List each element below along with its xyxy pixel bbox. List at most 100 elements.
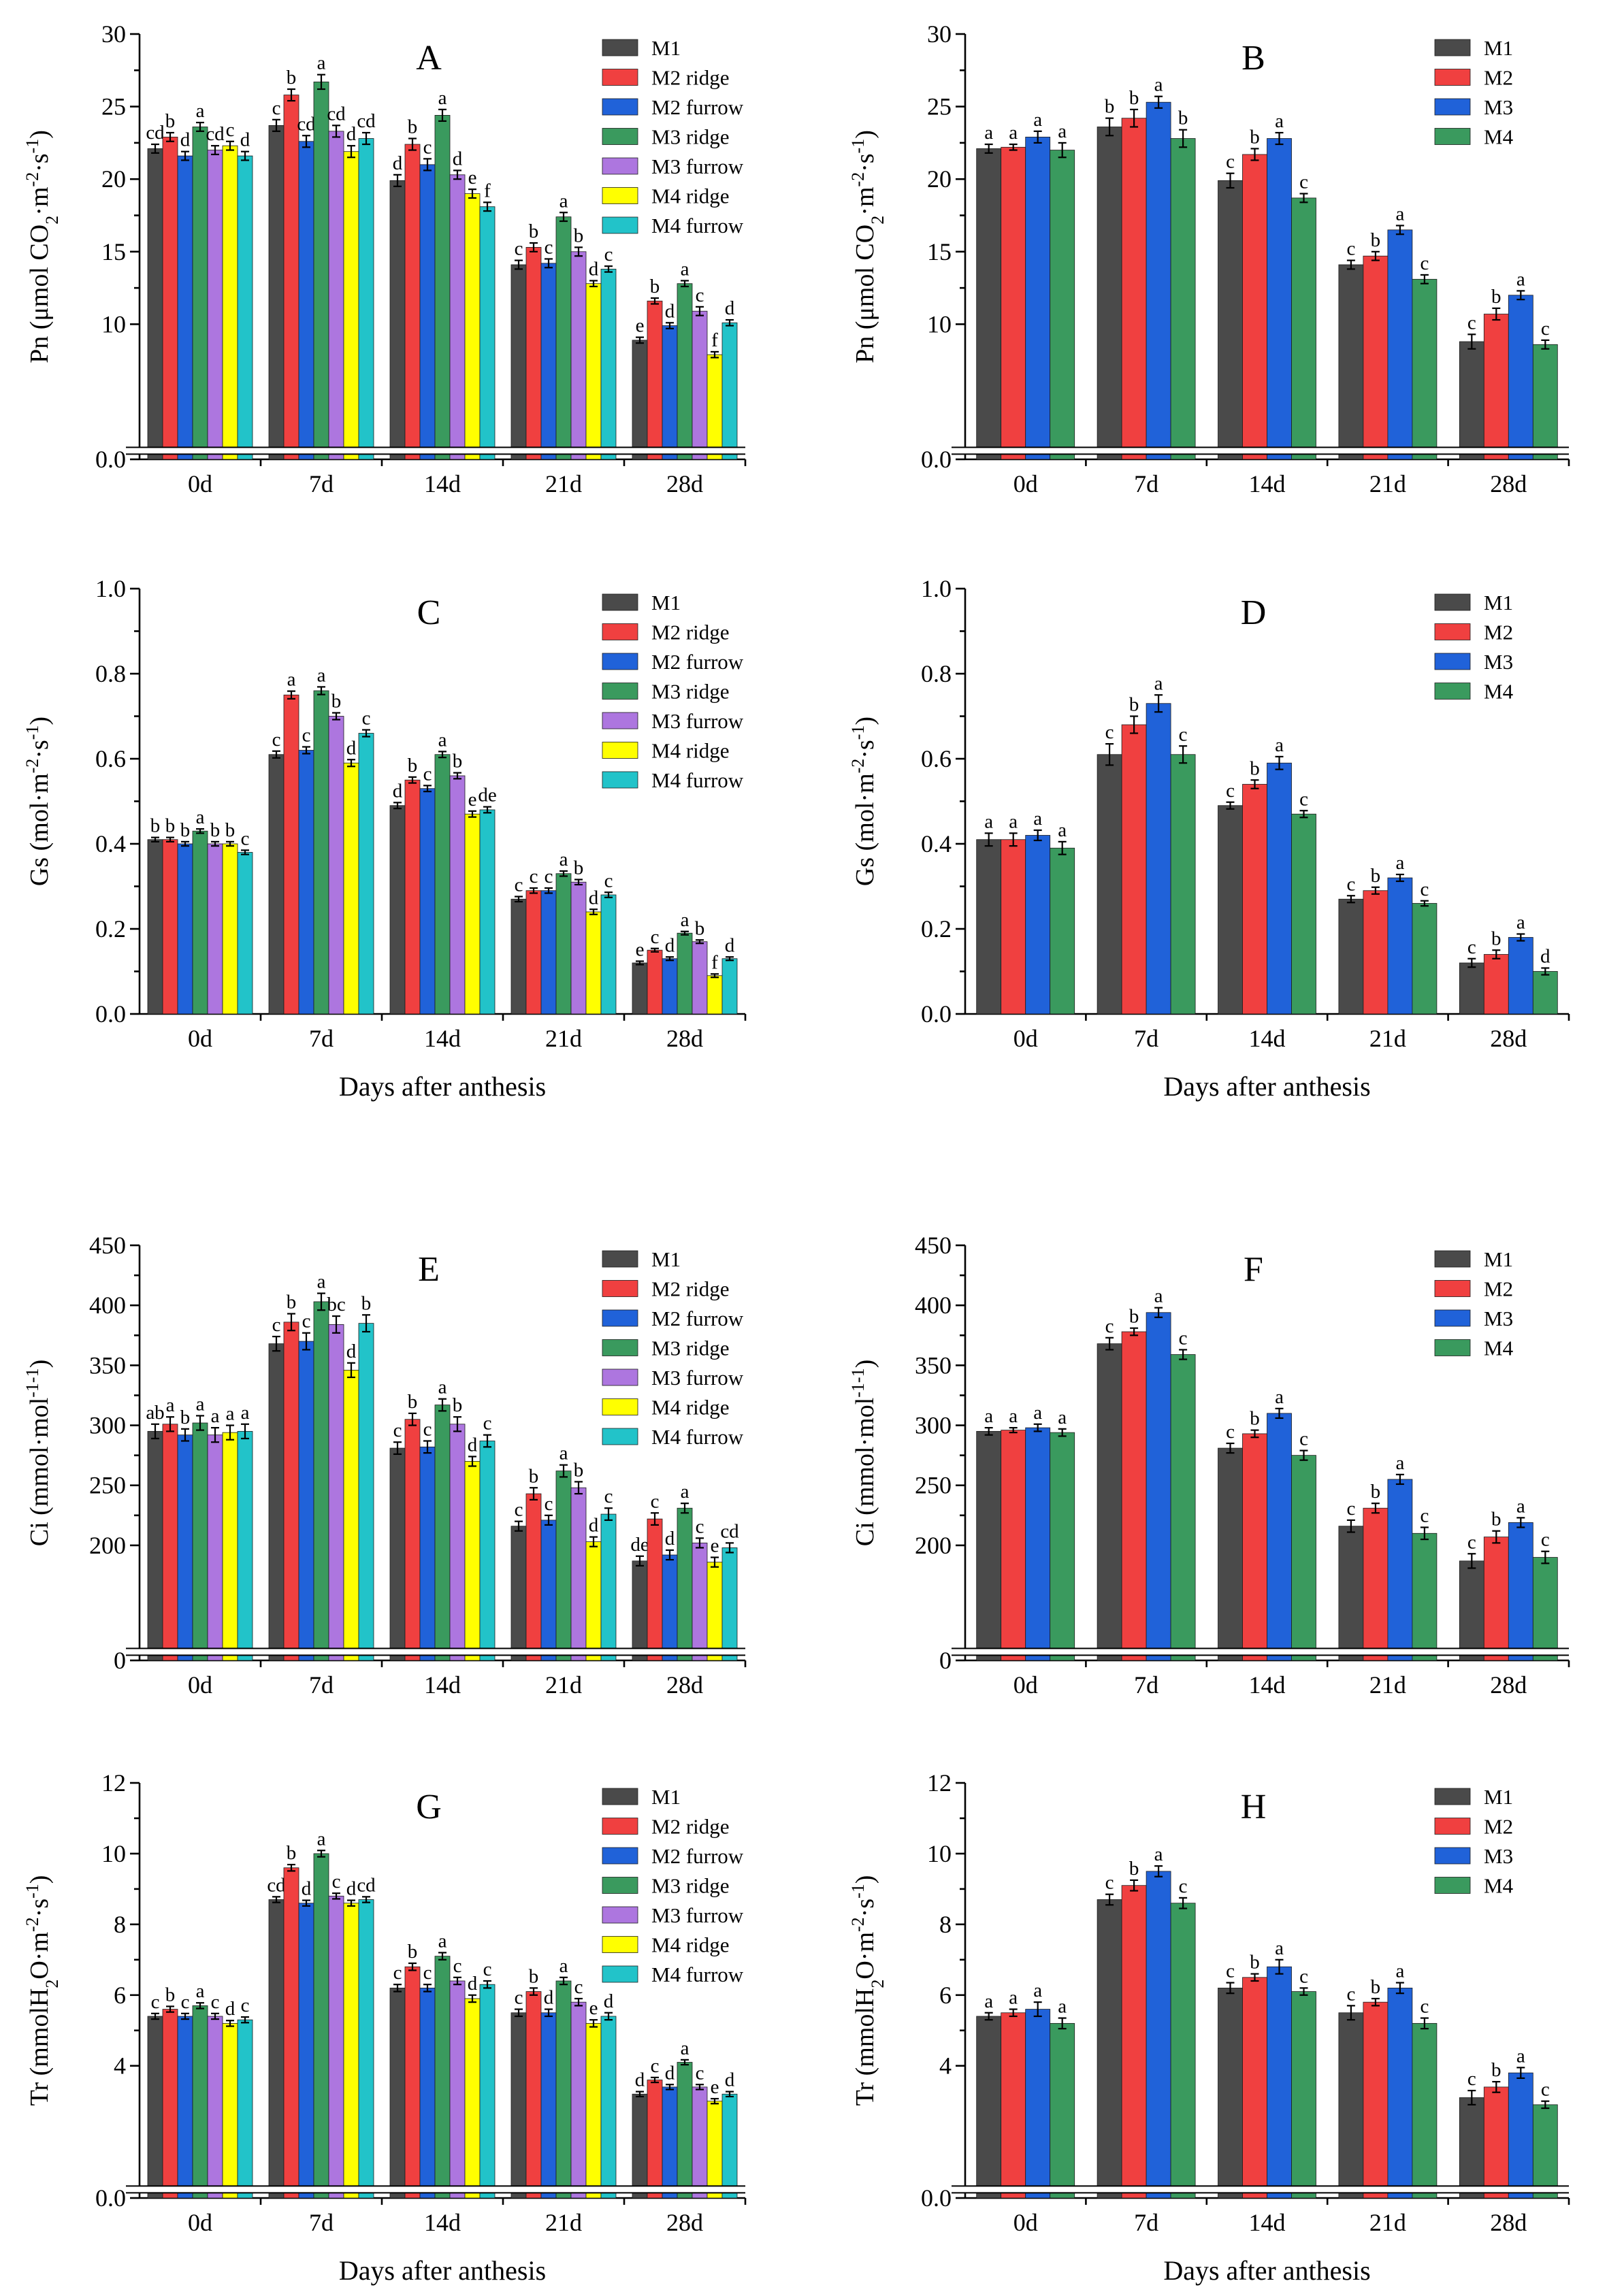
bar-m4-28d [1532, 1557, 1558, 1661]
significance-label: b [1178, 108, 1188, 129]
bar-m4-furrow-14d [479, 1441, 496, 1661]
y-tick-label: 0.4 [95, 830, 126, 857]
significance-label: c [483, 1958, 492, 1980]
bar-m4-furrow-28d [721, 2093, 738, 2199]
legend-label: M2 ridge [651, 1277, 730, 1301]
y-axis-label: Tr (mmolH2O·m-2·s-1) [848, 1875, 888, 2106]
legend-label: M3 furrow [651, 154, 744, 178]
bar-m4-furrow-14d [479, 1984, 496, 2199]
bar-m3-ridge-21d [555, 1471, 572, 1661]
bar-m1-7d [268, 1899, 285, 2199]
significance-label: c [1420, 1505, 1429, 1526]
legend-label: M1 [1484, 1247, 1513, 1271]
x-tick-label: 0d [188, 1025, 212, 1052]
bar-m3-7d [1146, 101, 1171, 460]
significance-label: b [453, 751, 463, 772]
legend-swatch [602, 157, 638, 175]
y-tick-label: 8 [114, 1911, 126, 1938]
significance-label: c [530, 866, 538, 887]
bar-m1-7d [268, 1343, 285, 1661]
bar-m2-ridge-7d [283, 95, 299, 460]
bar-m2-ridge-14d [404, 1966, 421, 2199]
significance-label: a [559, 1443, 568, 1464]
bar-m2-ridge-21d [525, 1991, 542, 2199]
bar-m3-0d [1025, 835, 1051, 1015]
bar-m1-7d [268, 754, 285, 1015]
significance-label: d [725, 2069, 735, 2091]
significance-label: a [317, 664, 326, 686]
bar-m3-furrow-7d [328, 716, 344, 1015]
legend: M1 M2 ridge M2 furrow M3 ridge M3 furrow M4 r… [602, 1247, 744, 1449]
bar-m4-0d [1050, 1432, 1075, 1661]
bar-m1-0d [976, 148, 1002, 460]
significance-label: cd [297, 113, 316, 135]
x-tick-label: 21d [1369, 2209, 1406, 2236]
significance-label: c [1467, 1531, 1476, 1553]
bar-m3-furrow-14d [449, 1424, 466, 1661]
legend-label: M3 [1484, 1844, 1513, 1868]
significance-label: c [696, 2062, 704, 2084]
significance-label: a [984, 810, 993, 832]
legend-label: M1 [1484, 36, 1513, 60]
legend-label: M4 [1484, 1874, 1514, 1898]
x-axis-title: Days after anthesis [1163, 1071, 1370, 1102]
significance-label: b [1371, 229, 1381, 251]
legend-label: M2 furrow [651, 650, 744, 674]
significance-label: d [393, 152, 403, 174]
significance-label: c [1467, 312, 1476, 333]
legend-label: M4 ridge [651, 184, 730, 208]
significance-label: c [1179, 1327, 1188, 1349]
x-tick-label: 7d [1134, 1025, 1158, 1052]
bar-m4-ridge-21d [585, 1541, 602, 1661]
bar-m2-28d [1483, 1537, 1509, 1661]
significance-label: c [1226, 151, 1235, 173]
bar-m2-furrow-28d [662, 2086, 678, 2199]
significance-label: c [1226, 1421, 1235, 1443]
bar-m4-furrow-28d [721, 1547, 738, 1661]
legend-swatch [602, 1428, 638, 1445]
bar-m2-furrow-0d [177, 843, 193, 1015]
significance-label: a [317, 52, 326, 74]
bar-m4-ridge-14d [464, 1998, 481, 2199]
bar-m2-furrow-7d [298, 750, 314, 1015]
bar-m1-28d [1459, 341, 1484, 460]
x-tick-label: 7d [1134, 470, 1158, 497]
significance-label: ab [146, 1402, 164, 1424]
significance-label: a [1275, 734, 1284, 756]
bar-m2-furrow-28d [662, 958, 678, 1015]
legend-label: M1 [1484, 1785, 1513, 1809]
y-tick-label: 25 [101, 93, 126, 120]
bar-m2-0d [1001, 839, 1026, 1015]
bar-m3-0d [1025, 1427, 1051, 1661]
significance-label: a [984, 1990, 993, 2012]
significance-label: d [665, 934, 675, 956]
legend-swatch [602, 1398, 638, 1415]
x-tick-label: 28d [1490, 470, 1527, 497]
legend-label: M4 furrow [651, 214, 744, 237]
significance-label: b [1371, 1481, 1381, 1503]
significance-label: d [346, 737, 357, 759]
bar-m2-ridge-7d [283, 1322, 299, 1661]
legend-label: M2 furrow [651, 95, 744, 119]
x-tick-label: 21d [1369, 470, 1406, 497]
significance-label: a [287, 669, 296, 691]
significance-label: a [438, 729, 447, 751]
bar-m3-furrow-21d [570, 2001, 587, 2199]
bar-m4-ridge-0d [222, 843, 238, 1015]
significance-label: a [1154, 1285, 1163, 1307]
significance-label: c [651, 2055, 660, 2077]
x-tick-label: 28d [1490, 1025, 1527, 1052]
y-tick-label: 0 [114, 1647, 126, 1674]
y-axis-label: Gs (mol·m-2·s-1) [22, 717, 54, 886]
bar-m1-14d [389, 805, 406, 1015]
legend-swatch [602, 1818, 638, 1835]
significance-label: a [681, 909, 689, 931]
x-tick-label: 14d [424, 1025, 461, 1052]
bar-m1-0d [147, 148, 163, 460]
bar-m3-furrow-0d [207, 2016, 223, 2199]
significance-label: b [165, 1984, 176, 2005]
legend-swatch [602, 1965, 638, 1983]
significance-label: c [1541, 1529, 1550, 1551]
bar-m1-14d [389, 1987, 406, 2199]
x-tick-label: 14d [1249, 470, 1286, 497]
